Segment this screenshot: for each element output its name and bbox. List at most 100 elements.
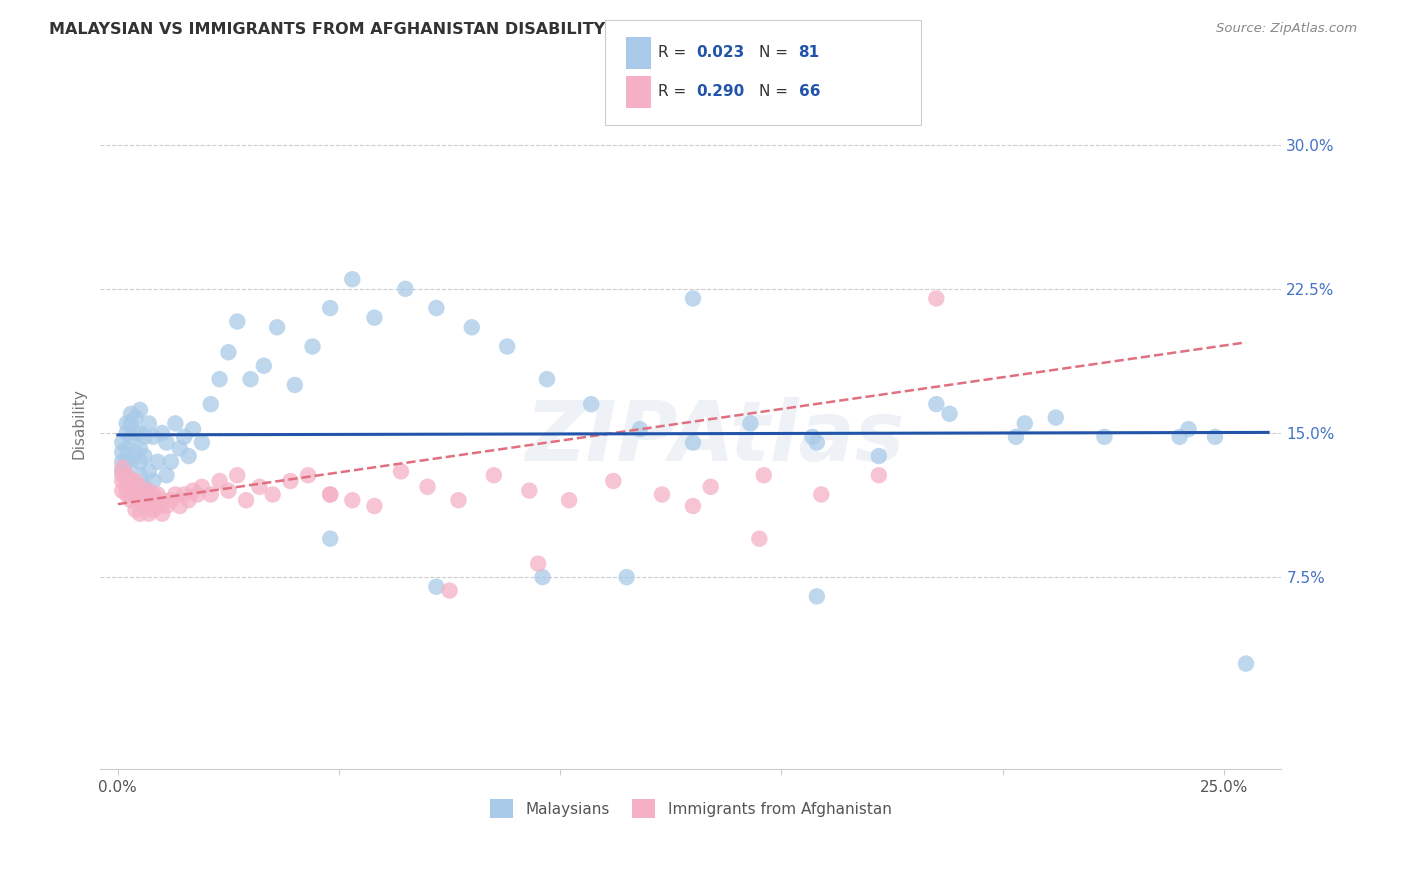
Point [536,372,558,386]
Point [124,445,146,459]
Point [111,460,134,475]
Point [173,430,195,444]
Point [217,483,239,498]
Point [1014,417,1036,431]
Point [120,430,142,444]
Point [138,493,160,508]
Point [138,464,160,478]
Point [810,487,832,501]
Point [155,499,177,513]
Point [115,468,138,483]
Point [134,430,156,444]
Point [177,493,200,508]
Point [160,493,183,508]
Point [160,455,183,469]
Point [280,474,302,488]
Point [247,480,270,494]
Point [120,474,142,488]
Point [235,493,257,508]
Point [363,499,385,513]
Point [416,480,439,494]
Point [120,493,142,508]
Point [200,487,222,501]
Point [579,397,602,411]
Point [111,474,134,488]
Point [531,570,554,584]
Point [124,503,146,517]
Text: N =: N = [759,45,793,60]
Point [124,425,146,440]
Point [124,474,146,488]
Point [165,417,187,431]
Point [124,487,146,501]
Point [155,468,177,483]
Point [558,493,581,508]
Point [181,422,204,436]
Point [120,474,142,488]
Point [752,468,775,483]
Point [253,359,276,373]
Text: MALAYSIAN VS IMMIGRANTS FROM AFGHANISTAN DISABILITY CORRELATION CHART: MALAYSIAN VS IMMIGRANTS FROM AFGHANISTAN… [49,22,803,37]
Point [266,320,288,334]
Text: Source: ZipAtlas.com: Source: ZipAtlas.com [1216,22,1357,36]
Point [517,483,540,498]
Point [925,397,948,411]
Point [138,483,160,498]
Point [363,310,385,325]
Text: R =: R = [658,45,692,60]
Point [169,499,191,513]
Text: N =: N = [759,85,793,99]
Point [129,480,152,494]
Point [146,487,169,501]
Point [115,487,138,501]
Point [748,532,770,546]
Point [319,532,342,546]
Point [389,464,412,478]
Point [262,487,284,501]
Point [297,468,319,483]
Point [165,487,187,501]
Point [1094,430,1116,444]
Point [129,507,152,521]
Point [319,301,342,315]
Point [208,372,231,386]
Point [284,378,307,392]
Point [319,487,342,501]
Point [806,435,828,450]
Point [806,590,828,604]
Point [186,487,208,501]
Point [115,468,138,483]
Point [115,480,138,494]
Point [120,483,142,498]
Point [134,499,156,513]
Point [801,430,824,444]
Text: ZIPAtlas: ZIPAtlas [524,397,904,478]
Point [155,435,177,450]
Point [439,583,461,598]
Point [129,468,152,483]
Point [150,493,173,508]
Point [868,449,890,463]
Point [342,493,364,508]
Point [111,464,134,478]
Point [115,425,138,440]
Point [191,435,214,450]
Point [120,417,142,431]
Text: 66: 66 [799,85,820,99]
Point [142,487,165,501]
Point [124,410,146,425]
Y-axis label: Disability: Disability [72,388,86,458]
Text: 81: 81 [799,45,820,60]
Point [1168,430,1191,444]
Point [120,455,142,469]
Point [129,403,152,417]
Point [425,301,447,315]
Point [134,449,156,463]
Point [115,417,138,431]
Point [111,435,134,450]
Point [120,407,142,421]
Point [682,292,704,306]
Point [239,372,262,386]
Point [208,474,231,488]
Point [124,483,146,498]
